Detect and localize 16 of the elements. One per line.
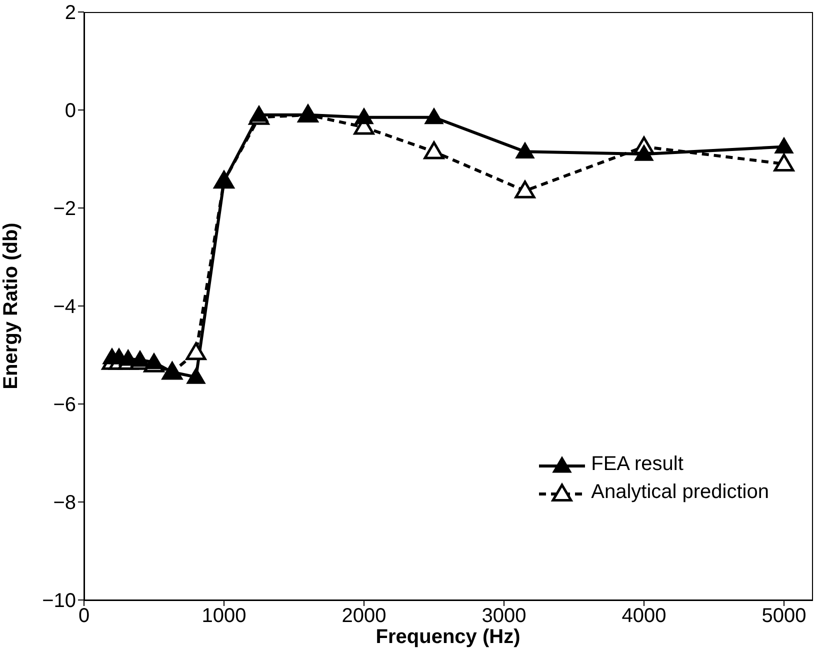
y-tick-label: −2 bbox=[53, 198, 76, 220]
y-tick-label: −6 bbox=[53, 394, 76, 416]
x-tick-label: 4000 bbox=[622, 605, 666, 628]
legend-label: FEA result bbox=[591, 452, 684, 476]
y-tick-label: −4 bbox=[53, 296, 76, 318]
y-tick-label: −10 bbox=[42, 590, 76, 612]
x-tick-label: 2000 bbox=[342, 605, 386, 628]
x-tick-label: 1000 bbox=[202, 605, 246, 628]
x-tick-label: 3000 bbox=[482, 605, 526, 628]
y-tick-label: 2 bbox=[64, 2, 76, 24]
y-tick-label: −8 bbox=[53, 492, 76, 514]
legend-label: Analytical prediction bbox=[591, 480, 769, 504]
y-axis-title: Energy Ratio (db) bbox=[0, 222, 22, 390]
x-tick-label: 5000 bbox=[762, 605, 806, 628]
y-tick-label: 0 bbox=[64, 100, 76, 122]
x-axis-title: Frequency (Hz) bbox=[376, 626, 520, 648]
